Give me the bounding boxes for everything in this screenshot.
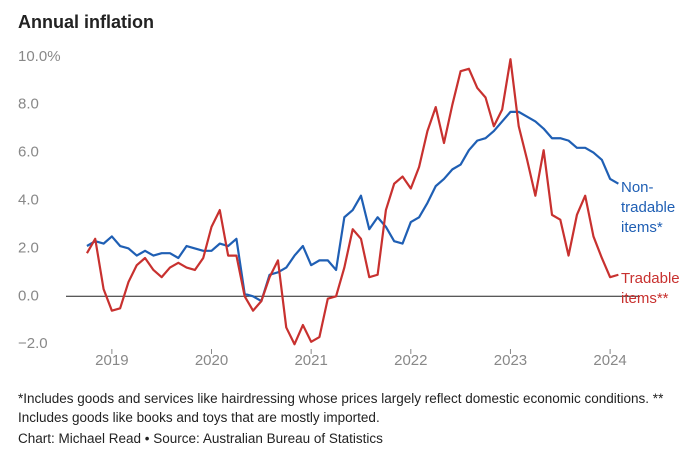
y-tick-label: −2.0 [18, 335, 48, 352]
x-tick-label: 2022 [394, 352, 427, 369]
y-tick-label: 6.0 [18, 144, 39, 161]
y-tick-label: 10.0% [18, 48, 61, 65]
series-label: Tradable items** [621, 270, 680, 307]
series-line [85, 58, 619, 346]
x-tick-label: 2021 [294, 352, 327, 369]
y-tick-label: 8.0 [18, 96, 39, 113]
series-line [86, 110, 619, 303]
x-tick-label: 2020 [195, 352, 228, 369]
chart-title: Annual inflation [18, 12, 154, 32]
footnote: *Includes goods and services like hairdr… [18, 391, 664, 425]
y-tick-label: 4.0 [18, 191, 39, 208]
x-tick-label: 2019 [95, 352, 128, 369]
series-label: Non-tradable items* [621, 179, 676, 236]
x-tick-label: 2023 [494, 352, 527, 369]
source: Chart: Michael Read • Source: Australian… [18, 431, 383, 446]
y-tick-label: 0.0 [18, 287, 39, 304]
y-tick-label: 2.0 [18, 239, 39, 256]
x-tick-label: 2024 [593, 352, 626, 369]
